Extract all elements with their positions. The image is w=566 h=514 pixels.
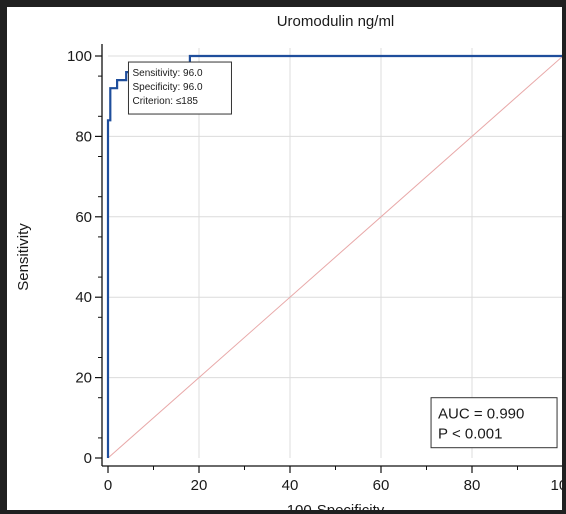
reference-line [107, 56, 562, 459]
chart-title: Uromodulin ng/ml [277, 13, 395, 30]
criterion-specificity-text: Specificity: 96.0 [132, 82, 202, 93]
stats-box: AUC = 0.990 P < 0.001 [430, 397, 558, 449]
y-tick-label-80: 80 [75, 128, 92, 145]
criterion-sensitivity-text: Sensitivity: 96.0 [132, 68, 202, 79]
x-tick-label-100: 100 [550, 477, 566, 494]
auc-text: AUC = 0.990 [438, 406, 524, 423]
x-axis-title: 100-Specificity [287, 502, 385, 514]
x-tick-label-80: 80 [464, 477, 481, 494]
criterion-box: Sensitivity: 96.0 Specificity: 96.0 Crit… [127, 61, 232, 115]
roc-chart: 0 20 40 60 80 100 0 20 40 60 80 100 Uromodulin ng/m… [15, 13, 566, 514]
axes [95, 44, 562, 473]
y-tick-label-40: 40 [75, 289, 92, 306]
p-value-text: P < 0.001 [438, 426, 502, 443]
x-tick-label-0: 0 [104, 477, 112, 494]
x-tick-label-20: 20 [191, 477, 208, 494]
y-tick-label-0: 0 [84, 450, 92, 467]
stats-box-border [430, 397, 558, 449]
x-tick-label-40: 40 [282, 477, 299, 494]
y-tick-label-100: 100 [67, 48, 92, 65]
criterion-criterion-text: Criterion: ≤185 [132, 96, 198, 107]
y-tick-label-60: 60 [75, 209, 92, 226]
x-tick-label-60: 60 [373, 477, 390, 494]
y-tick-label-20: 20 [75, 370, 92, 387]
criterion-box-border [127, 61, 232, 115]
labels: 0 20 40 60 80 100 0 20 40 60 80 100 [67, 48, 566, 494]
y-axis-title: Sensitivity [15, 223, 32, 291]
